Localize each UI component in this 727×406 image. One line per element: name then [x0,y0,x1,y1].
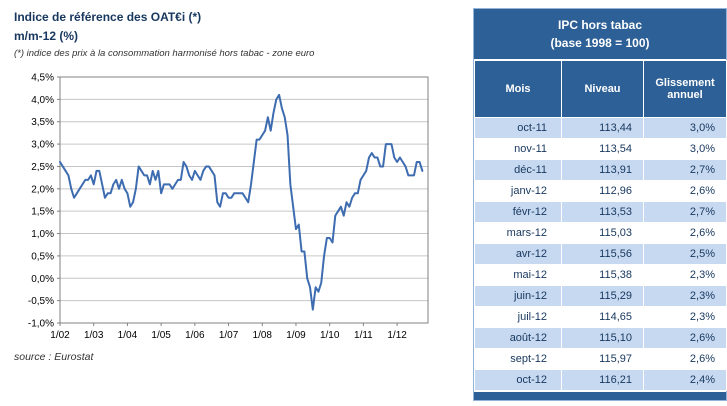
table-title-line1: IPC hors tabac [557,18,643,32]
cell-mois: avr-12 [474,243,562,265]
cell-mois: juin-12 [474,285,562,307]
cell-glissement-annuel: 3,0% [643,117,727,139]
cell-mois: mars-12 [474,222,562,244]
cell-glissement-annuel: 2,3% [643,264,727,286]
chart-subtitle: m/m-12 (%) [14,29,79,43]
column-header-mois: Mois [474,60,562,118]
svg-text:4,5%: 4,5% [31,73,54,84]
table-row: mai-12 115,38 2,3% [474,264,727,286]
table-row: sept-12 115,97 2,6% [474,348,727,370]
svg-text:1/06: 1/06 [185,330,205,341]
source-note: source : Eurostat [14,351,94,363]
svg-text:1,0%: 1,0% [31,229,54,240]
table-row: juil-12 114,65 2,3% [474,306,727,328]
cell-niveau: 115,38 [561,264,644,286]
cell-niveau: 113,44 [561,117,644,139]
column-header-niveau: Niveau [561,60,644,118]
cell-niveau: 116,21 [561,369,644,391]
cell-mois: mai-12 [474,264,562,286]
svg-text:1/02: 1/02 [50,330,70,341]
cell-niveau: 113,53 [561,201,644,223]
svg-text:3,0%: 3,0% [31,140,54,151]
cell-niveau: 115,56 [561,243,644,265]
table-header-row: Mois Niveau Glissement annuel [474,60,727,118]
svg-text:2,0%: 2,0% [31,184,54,195]
svg-text:4,0%: 4,0% [31,95,54,106]
oat-ei-chart-panel: Indice de référence des OAT€i (*) m/m-12… [12,10,464,363]
ipc-table: Mois Niveau Glissement annuel oct-11 113,… [474,60,727,391]
svg-text:1/11: 1/11 [354,330,373,341]
svg-text:1/10: 1/10 [320,330,340,341]
svg-text:-0,5%: -0,5% [28,296,54,307]
table-footer-bar [474,391,726,400]
cell-mois: déc-11 [474,159,562,181]
cell-glissement-annuel: 2,3% [643,285,727,307]
oat-ei-line-chart: 4,5% 4,0% 3,5% 3,0% 2,5% 2,0% 1,5% 1,0% 0,5% 0,0%… [28,73,429,341]
svg-text:1,5%: 1,5% [31,207,54,218]
cell-niveau: 112,96 [561,180,644,202]
cell-niveau: 114,65 [561,306,644,328]
cell-glissement-annuel: 3,0% [643,138,727,160]
table-row: oct-11 113,44 3,0% [474,117,727,139]
svg-text:1/12: 1/12 [387,330,407,341]
cell-niveau: 115,03 [561,222,644,244]
cell-mois: janv-12 [474,180,562,202]
table-row: mars-12 115,03 2,6% [474,222,727,244]
cell-glissement-annuel: 2,7% [643,159,727,181]
svg-text:0,0%: 0,0% [31,274,54,285]
chart-title: Indice de référence des OAT€i (*) [14,10,202,24]
cell-niveau: 115,10 [561,327,644,349]
cell-niveau: 115,29 [561,285,644,307]
svg-text:1/08: 1/08 [253,330,273,341]
table-title-line2: (base 1998 = 100) [550,36,650,50]
svg-text:1/05: 1/05 [151,330,171,341]
chart-note: (*) indice des prix à la consommation ha… [14,48,315,59]
table-row: août-12 115,10 2,6% [474,327,727,349]
table-row: avr-12 115,56 2,5% [474,243,727,265]
svg-text:1/09: 1/09 [286,330,306,341]
ipc-table-panel: IPC hors tabac (base 1998 = 100) Mois Ni… [473,8,727,401]
svg-text:1/07: 1/07 [219,330,239,341]
cell-mois: oct-12 [474,369,562,391]
cell-mois: févr-12 [474,201,562,223]
column-header-glissement-annuel: Glissement annuel [643,60,727,118]
cell-glissement-annuel: 2,5% [643,243,727,265]
svg-text:0,5%: 0,5% [31,251,54,262]
svg-text:1/03: 1/03 [84,330,104,341]
table-row: nov-11 113,54 3,0% [474,138,727,160]
table-row: juin-12 115,29 2,3% [474,285,727,307]
cell-mois: août-12 [474,327,562,349]
cell-glissement-annuel: 2,6% [643,222,727,244]
table-title: IPC hors tabac (base 1998 = 100) [474,9,726,60]
svg-text:-1,0%: -1,0% [28,319,54,330]
cell-mois: sept-12 [474,348,562,370]
svg-text:2,5%: 2,5% [31,162,54,173]
cell-mois: juil-12 [474,306,562,328]
table-row: janv-12 112,96 2,6% [474,180,727,202]
table-row: févr-12 113,53 2,7% [474,201,727,223]
cell-mois: oct-11 [474,117,562,139]
table-row: déc-11 113,91 2,7% [474,159,727,181]
cell-glissement-annuel: 2,6% [643,180,727,202]
svg-text:1/04: 1/04 [118,330,138,341]
cell-glissement-annuel: 2,6% [643,348,727,370]
cell-glissement-annuel: 2,7% [643,201,727,223]
cell-niveau: 113,91 [561,159,644,181]
table-row: oct-12 116,21 2,4% [474,369,727,391]
svg-text:3,5%: 3,5% [31,117,54,128]
cell-mois: nov-11 [474,138,562,160]
cell-niveau: 115,97 [561,348,644,370]
cell-glissement-annuel: 2,3% [643,306,727,328]
cell-glissement-annuel: 2,4% [643,369,727,391]
cell-glissement-annuel: 2,6% [643,327,727,349]
ipc-table-body: oct-11 113,44 3,0% nov-11 113,54 3,0% déc-11 11… [474,117,727,391]
cell-niveau: 113,54 [561,138,644,160]
